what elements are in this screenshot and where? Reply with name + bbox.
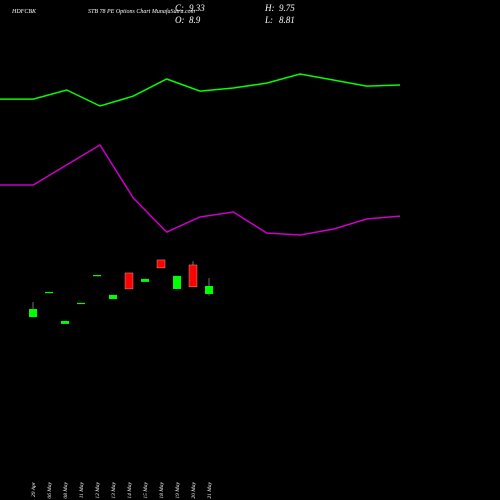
candle-body (61, 320, 69, 324)
ohlc-value: 8.9 (189, 15, 201, 25)
candle-body (188, 264, 198, 288)
x-tick-label: 15 May (143, 481, 149, 498)
candle-body (205, 285, 213, 294)
candle-body (93, 275, 101, 277)
indicator-line (0, 73, 401, 107)
candle-body (124, 272, 134, 290)
x-tick-label: 14 May (126, 481, 133, 498)
x-tick-label: 13 May (111, 481, 117, 498)
indicator-line (0, 143, 401, 236)
symbol: HDFCBK (11, 9, 37, 15)
ohlc-value: 9.75 (279, 3, 295, 13)
x-tick-label: 12 May (95, 481, 101, 498)
candle-body (173, 275, 181, 289)
candle-body (141, 278, 149, 282)
chart-title: STB 78 PE Options Chart MunafaSutra.com (88, 8, 196, 15)
candle-body (29, 309, 37, 318)
x-tick-label: 19 May (175, 481, 181, 498)
x-tick-label: 06 May (47, 481, 53, 498)
ohlc-label: C: (175, 3, 184, 13)
x-tick-label: 11 May (79, 481, 85, 498)
candle-body (77, 302, 85, 305)
candle-body (109, 294, 117, 299)
x-tick-label: 21 May (207, 481, 213, 498)
x-tick-label: 08 May (63, 481, 69, 498)
ohlc-value: 9.33 (189, 3, 205, 13)
x-tick-label: 20 May (191, 481, 197, 498)
x-tick-label: 18 May (159, 481, 165, 498)
ohlc-label: L: (264, 15, 273, 25)
x-tick-label: 29 Apr (31, 481, 37, 497)
candle-body (156, 259, 166, 269)
ohlc-label: O: (175, 15, 185, 25)
ohlc-label: H: (264, 3, 275, 13)
ohlc-value: 8.81 (279, 15, 295, 25)
candle-body (45, 291, 53, 294)
